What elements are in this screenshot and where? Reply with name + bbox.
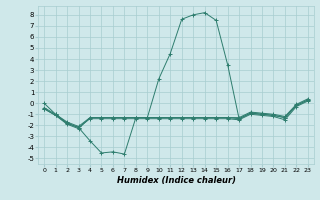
X-axis label: Humidex (Indice chaleur): Humidex (Indice chaleur) bbox=[116, 176, 236, 185]
